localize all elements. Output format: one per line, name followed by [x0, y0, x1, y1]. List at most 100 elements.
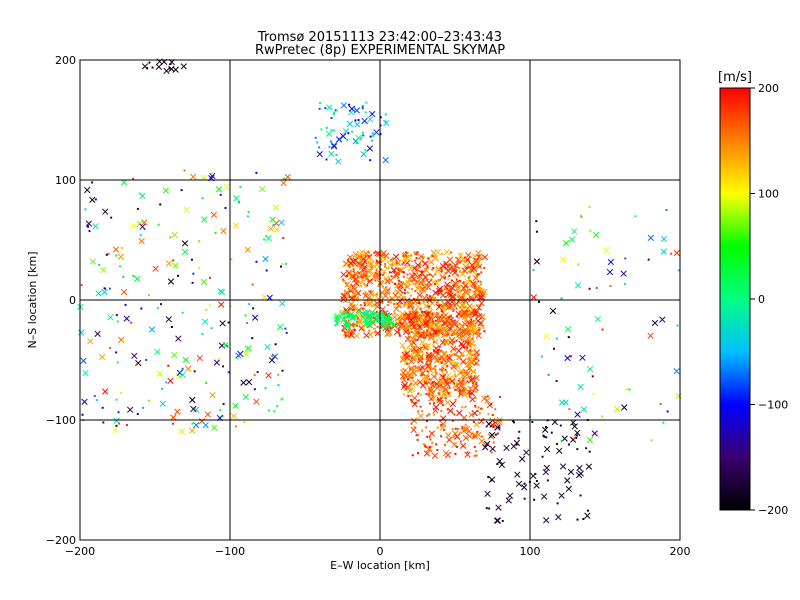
point-dot — [429, 438, 432, 441]
point-dot — [354, 119, 357, 122]
point-dot — [421, 410, 424, 413]
point-cross — [230, 412, 238, 420]
point-dot — [477, 406, 480, 409]
point-cross — [401, 317, 408, 325]
point-cross — [373, 299, 381, 307]
point-dot — [363, 283, 366, 286]
point-cross — [100, 266, 107, 274]
point-dot — [410, 342, 413, 345]
point-dot — [427, 332, 430, 335]
point-dot — [498, 426, 501, 429]
point-dot — [103, 287, 106, 290]
point-dot — [444, 276, 447, 279]
point-cross — [505, 497, 512, 504]
point-dot — [414, 365, 417, 368]
point-dot — [91, 181, 94, 184]
point-dot — [352, 267, 355, 270]
point-dot — [450, 366, 453, 369]
point-dot — [541, 455, 544, 458]
point-dot — [419, 307, 422, 310]
point-dot — [387, 300, 390, 303]
point-dot — [219, 193, 222, 196]
point-dot — [416, 312, 419, 315]
point-cross — [366, 300, 373, 307]
point-dot — [401, 353, 404, 356]
point-dot — [463, 426, 466, 429]
point-cross — [533, 258, 541, 265]
point-cross — [613, 406, 621, 413]
point-dot — [366, 313, 369, 316]
point-dot — [473, 325, 476, 328]
point-cross — [586, 436, 594, 444]
point-dot — [122, 275, 125, 278]
point-cross — [444, 399, 451, 406]
point-dot — [473, 343, 476, 346]
point-dot — [386, 267, 389, 270]
point-dot — [470, 375, 473, 378]
point-cross — [272, 204, 280, 211]
point-cross — [360, 151, 367, 158]
point-dot — [350, 283, 353, 286]
point-dot — [360, 262, 363, 265]
point-cross — [178, 428, 186, 435]
point-dot — [471, 337, 474, 340]
point-dot — [576, 448, 579, 451]
point-dot — [356, 321, 359, 324]
point-dot — [460, 425, 463, 428]
point-cross — [372, 274, 380, 281]
point-dot — [395, 262, 398, 265]
point-dot — [366, 284, 369, 287]
point-cross — [268, 357, 276, 364]
point-dot — [344, 292, 347, 295]
point-dot — [429, 273, 432, 276]
point-dot — [463, 389, 466, 392]
point-cross — [218, 301, 225, 308]
point-cross — [466, 357, 473, 364]
point-dot — [433, 402, 436, 405]
point-cross — [459, 442, 467, 449]
point-cross — [94, 330, 101, 338]
point-dot — [413, 316, 416, 319]
point-cross — [253, 398, 260, 405]
point-cross — [447, 292, 454, 299]
point-dot — [473, 454, 476, 457]
point-dot — [467, 266, 470, 269]
point-dot — [501, 519, 504, 522]
point-cross — [446, 264, 454, 272]
point-cross — [165, 316, 172, 323]
point-dot — [413, 333, 416, 336]
point-dot — [431, 313, 434, 316]
point-cross — [392, 253, 400, 260]
point-dot — [424, 446, 427, 449]
point-cross — [620, 270, 627, 277]
point-dot — [473, 445, 476, 448]
point-dot — [567, 443, 570, 446]
point-dot — [443, 326, 446, 329]
point-cross — [348, 259, 355, 267]
point-dot — [423, 282, 426, 285]
point-dot — [437, 332, 440, 335]
point-dot — [210, 327, 213, 330]
point-dot — [466, 264, 469, 267]
point-dot — [482, 327, 485, 330]
point-cross — [485, 420, 493, 428]
point-dot — [354, 315, 357, 318]
point-dot — [586, 509, 589, 512]
point-dot — [121, 339, 124, 342]
point-cross — [220, 227, 227, 235]
point-dot — [398, 279, 401, 282]
point-cross — [464, 451, 471, 458]
point-cross — [394, 288, 402, 296]
point-dot — [601, 415, 604, 418]
point-dot — [456, 263, 459, 266]
point-cross — [405, 253, 412, 260]
point-dot — [428, 305, 431, 308]
point-dot — [359, 260, 362, 263]
point-dot — [473, 370, 476, 373]
point-cross — [460, 427, 467, 435]
point-cross — [380, 249, 387, 257]
point-dot — [365, 101, 368, 104]
point-cross — [369, 110, 376, 118]
point-dot — [431, 327, 434, 330]
point-dot — [347, 132, 350, 135]
